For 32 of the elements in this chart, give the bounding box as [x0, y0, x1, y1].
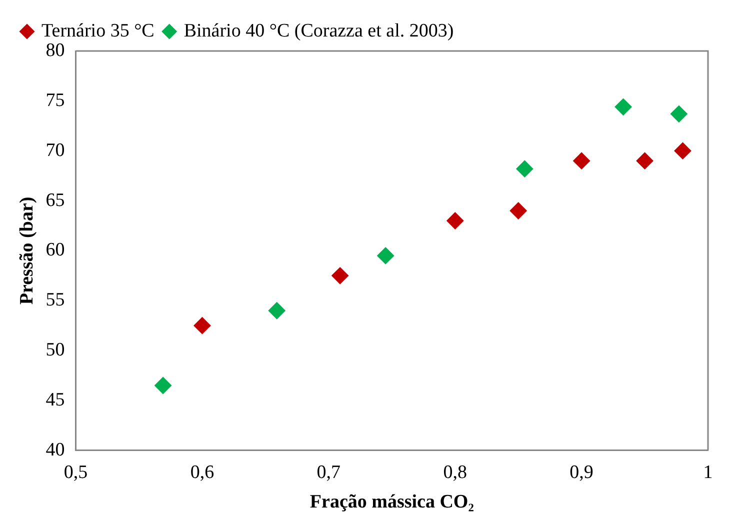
y-tick-label: 80	[46, 40, 65, 61]
point	[674, 142, 692, 160]
point	[614, 98, 632, 116]
x-tick-label: 0,7	[316, 462, 341, 483]
point	[377, 247, 394, 264]
point	[670, 105, 688, 122]
y-tick-label: 60	[46, 240, 65, 261]
point	[516, 160, 534, 178]
x-tick-label: 0,5	[64, 462, 88, 483]
point	[636, 152, 654, 170]
x-axis-title: Fração mássica CO₂	[310, 492, 474, 513]
point	[154, 377, 172, 394]
y-tick-label: 40	[46, 439, 65, 460]
legend-label: Ternário 35 °C	[42, 20, 154, 42]
y-tick-label: 55	[46, 290, 65, 311]
y-axis-title: Pressão (bar)	[16, 196, 38, 305]
point	[194, 317, 211, 334]
point	[510, 202, 527, 220]
point	[573, 152, 590, 170]
y-tick-label: 70	[46, 140, 65, 161]
x-tick-label: 1	[703, 462, 713, 483]
y-tick-label: 50	[46, 340, 65, 361]
point	[268, 302, 286, 320]
y-tick-label: 75	[46, 90, 65, 111]
x-tick-label: 0,9	[570, 462, 594, 483]
point	[332, 267, 349, 284]
x-tick-label: 0,6	[190, 462, 214, 483]
legend-label: Binário 40 °C (Corazza et al. 2003)	[184, 20, 454, 42]
x-tick-label: 0,8	[443, 462, 467, 483]
y-tick-label: 45	[46, 389, 65, 410]
point	[446, 212, 464, 230]
y-tick-label: 65	[46, 190, 65, 211]
